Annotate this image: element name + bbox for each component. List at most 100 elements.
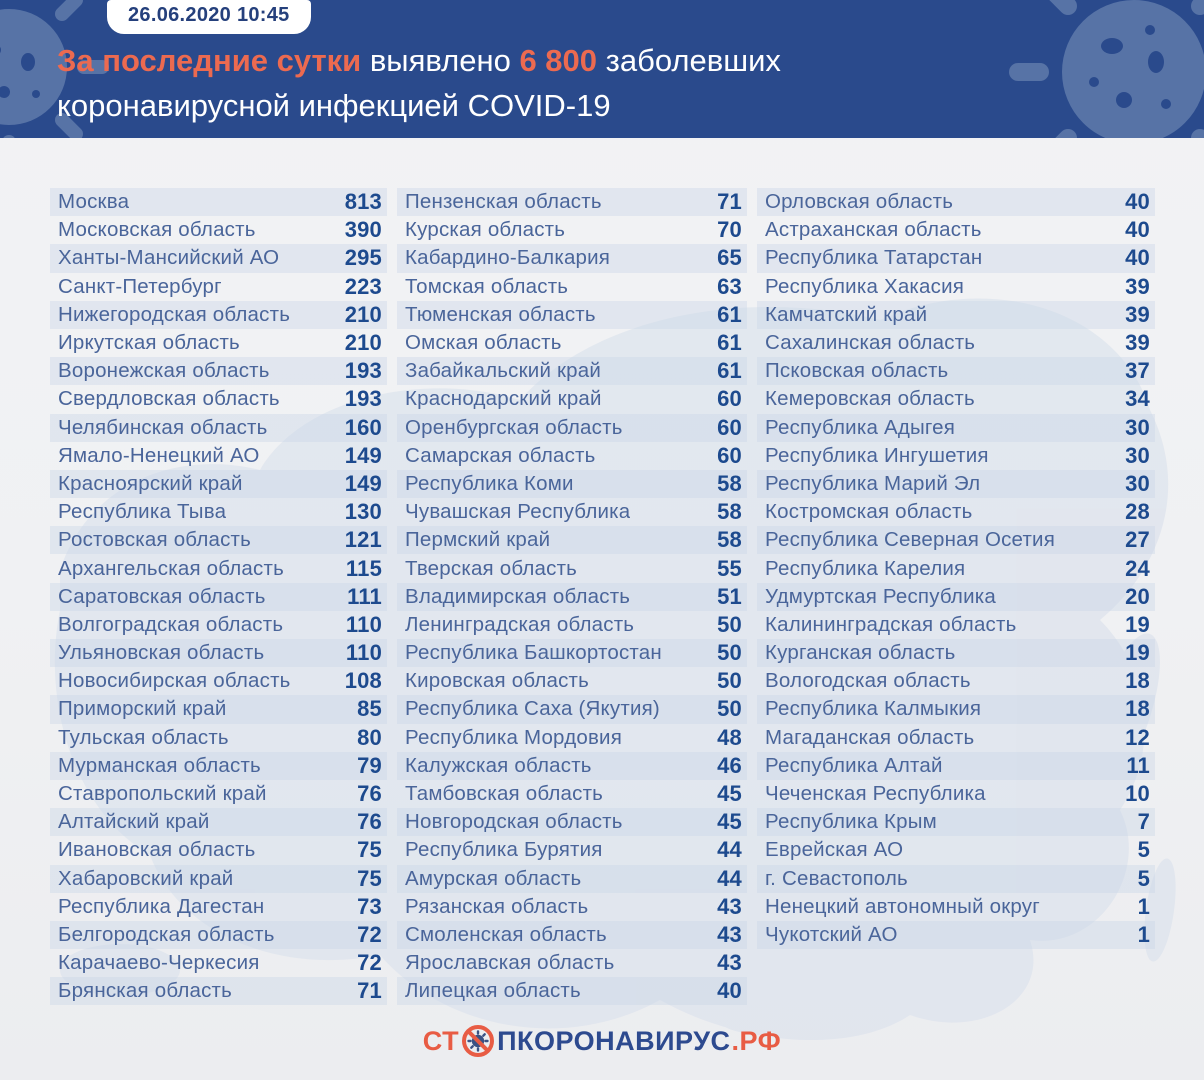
- region-stats-table: Москва 813 Московская область 390 Ханты-Манс…: [50, 188, 1155, 1006]
- region-name: Пензенская область: [405, 190, 602, 214]
- region-name: Республика Хакасия: [765, 274, 965, 298]
- region-value: 55: [717, 555, 742, 581]
- table-row: Тверская область 55: [397, 554, 747, 582]
- region-name: Сахалинская область: [765, 331, 976, 355]
- region-value: 30: [1125, 470, 1150, 496]
- table-row: Томская область 63: [397, 273, 747, 301]
- region-value: 12: [1125, 724, 1150, 750]
- region-name: Владимирская область: [405, 584, 631, 608]
- region-value: 18: [1125, 668, 1150, 694]
- table-row: Новгородская область 45: [397, 808, 747, 837]
- headline: За последние сутки выявлено 6 800 заболе…: [57, 38, 781, 128]
- region-value: 30: [1125, 414, 1150, 440]
- region-value: 71: [357, 978, 382, 1004]
- region-name: Кабардино-Балкария: [405, 246, 611, 270]
- region-name: Хабаровский край: [58, 866, 234, 890]
- headline-text-tail: заболевших: [597, 43, 781, 78]
- table-row: Республика Крым 7: [757, 808, 1155, 837]
- no-virus-icon: [460, 1024, 496, 1058]
- region-value: 40: [717, 978, 742, 1004]
- region-name: Тульская область: [58, 725, 229, 749]
- region-value: 210: [344, 330, 382, 356]
- table-row: Тамбовская область 45: [397, 780, 747, 808]
- region-name: Амурская область: [405, 866, 582, 890]
- region-name: Костромская область: [765, 500, 973, 524]
- table-row: Курская область 70: [397, 216, 747, 244]
- logo-prefix: СТ: [422, 1026, 460, 1056]
- region-value: 61: [717, 330, 742, 356]
- region-name: Республика Башкортостан: [405, 641, 662, 665]
- region-name: Тамбовская область: [405, 782, 604, 806]
- region-value: 27: [1125, 527, 1150, 553]
- table-row: Московская область 390: [50, 216, 387, 244]
- region-name: Ставропольский край: [58, 782, 267, 806]
- region-name: Ленинградская область: [405, 612, 635, 636]
- region-value: 5: [1137, 837, 1150, 863]
- table-row: Тульская область 80: [50, 724, 387, 752]
- region-value: 63: [717, 273, 742, 299]
- region-value: 1: [1137, 893, 1150, 919]
- table-row: г. Севастополь 5: [757, 864, 1155, 893]
- region-value: 121: [344, 527, 382, 553]
- table-row: Ульяновская область 110: [50, 639, 387, 668]
- region-value: 46: [717, 752, 742, 778]
- table-row: Чувашская Республика 58: [397, 498, 747, 526]
- region-value: 160: [344, 414, 382, 440]
- region-value: 76: [357, 809, 382, 835]
- table-row: Липецкая область 40: [397, 977, 747, 1006]
- table-row: Ростовская область 121: [50, 526, 387, 555]
- table-row: Псковская область 37: [757, 357, 1155, 386]
- table-row: Иркутская область 210: [50, 329, 387, 357]
- region-name: Республика Дагестан: [58, 894, 265, 918]
- table-row: Ярославская область 43: [397, 949, 747, 977]
- region-name: Ивановская область: [58, 838, 256, 862]
- region-name: Калужская область: [405, 753, 592, 777]
- table-row: Новосибирская область 108: [50, 667, 387, 695]
- table-row: Магаданская область 12: [757, 724, 1155, 752]
- region-name: Чеченская Республика: [765, 782, 986, 806]
- region-name: Республика Татарстан: [765, 246, 983, 270]
- region-name: Москва: [58, 190, 130, 214]
- region-name: Тверская область: [405, 556, 578, 580]
- table-row: Камчатский край 39: [757, 300, 1155, 329]
- region-value: 40: [1125, 245, 1150, 271]
- table-row: Алтайский край 76: [50, 808, 387, 837]
- region-name: Республика Карелия: [765, 556, 966, 580]
- table-row: Удмуртская Республика 20: [757, 582, 1155, 611]
- table-row: Республика Калмыкия 18: [757, 695, 1155, 724]
- region-name: Кемеровская область: [765, 387, 975, 411]
- region-value: 50: [717, 611, 742, 637]
- table-row: Омская область 61: [397, 329, 747, 357]
- table-row: Волгоградская область 110: [50, 611, 387, 639]
- region-name: Саратовская область: [58, 584, 266, 608]
- table-row: Архангельская область 115: [50, 554, 387, 582]
- region-name: г. Севастополь: [765, 866, 908, 890]
- region-value: 7: [1137, 809, 1150, 835]
- table-row: Самарская область 60: [397, 442, 747, 470]
- region-value: 40: [1125, 217, 1150, 243]
- region-name: Ярославская область: [405, 951, 615, 975]
- table-row: Орловская область 40: [757, 188, 1155, 217]
- region-name: Томская область: [405, 274, 569, 298]
- table-row: Республика Алтай 11: [757, 751, 1155, 780]
- region-value: 39: [1125, 273, 1150, 299]
- region-value: 58: [717, 470, 742, 496]
- region-name: Магаданская область: [765, 725, 975, 749]
- region-name: Забайкальский край: [405, 359, 602, 383]
- table-row: Владимирская область 51: [397, 582, 747, 611]
- region-name: Оренбургская область: [405, 415, 623, 439]
- region-value: 71: [717, 189, 742, 215]
- region-name: Самарская область: [405, 443, 596, 467]
- table-row: Брянская область 71: [50, 977, 387, 1006]
- region-name: Омская область: [405, 331, 562, 355]
- region-name: Республика Тыва: [58, 500, 227, 524]
- region-value: 76: [357, 781, 382, 807]
- table-row: Республика Коми 58: [397, 469, 747, 499]
- region-value: 11: [1126, 752, 1150, 778]
- region-value: 61: [717, 301, 742, 327]
- region-name: Ненецкий автономный округ: [765, 894, 1040, 918]
- region-name: Республика Алтай: [765, 753, 943, 777]
- region-name: Камчатский край: [765, 302, 928, 326]
- region-name: Республика Калмыкия: [765, 697, 982, 721]
- region-value: 44: [717, 837, 742, 863]
